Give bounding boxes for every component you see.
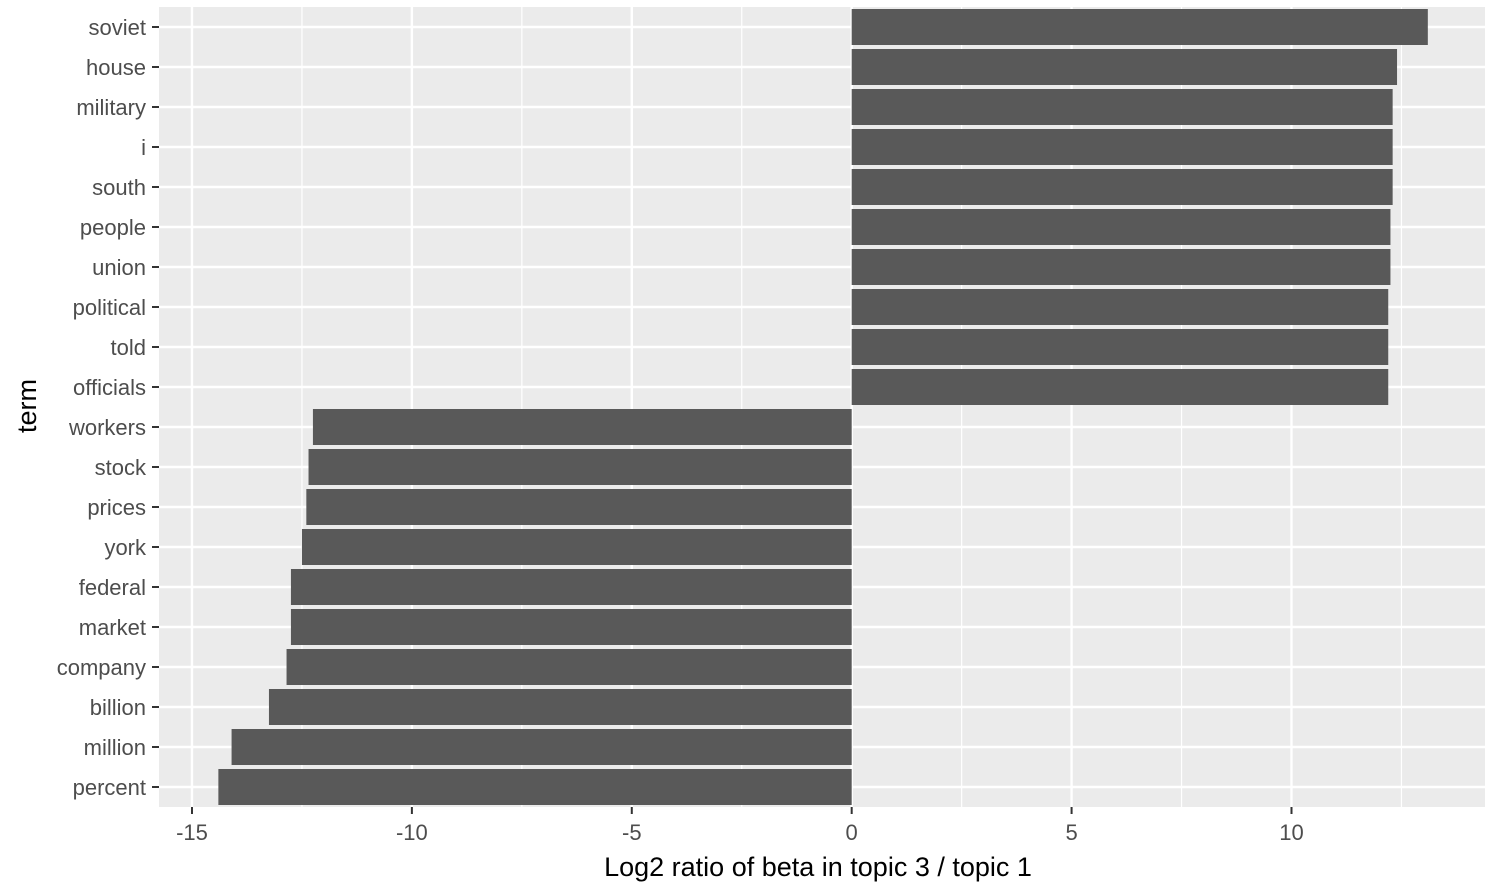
bar: [301, 529, 852, 565]
bar: [851, 49, 1398, 85]
y-axis: soviet house military i south people union poli…: [57, 15, 159, 800]
bar: [851, 329, 1389, 365]
bar: [308, 449, 852, 485]
x-tick-label: 10: [1279, 820, 1303, 845]
x-tick-label: -10: [396, 820, 428, 845]
plot-panel: [159, 7, 1485, 807]
y-tick-label: house: [86, 55, 146, 80]
bar: [218, 769, 852, 805]
y-tick-label: told: [111, 335, 146, 360]
y-tick-label: military: [76, 95, 146, 120]
bar: [268, 689, 852, 725]
y-tick-label: federal: [79, 575, 146, 600]
x-axis-title: Log2 ratio of beta in topic 3 / topic 1: [604, 852, 1032, 882]
x-tick-label: -15: [176, 820, 208, 845]
bar: [290, 569, 852, 605]
bar: [306, 489, 852, 525]
y-tick-label: people: [80, 215, 146, 240]
bar: [851, 289, 1389, 325]
y-tick-label: percent: [73, 775, 146, 800]
y-tick-label: i: [141, 135, 146, 160]
bar: [851, 89, 1393, 125]
bar: [851, 369, 1389, 405]
y-axis-title: term: [12, 379, 42, 433]
y-tick-label: workers: [68, 415, 146, 440]
bar: [231, 729, 852, 765]
x-axis: -15 -10 -5 0 5 10: [176, 807, 1304, 845]
bar: [851, 9, 1428, 45]
y-tick-label: billion: [90, 695, 146, 720]
bars: [218, 9, 1428, 805]
y-tick-label: south: [92, 175, 146, 200]
x-tick-label: 5: [1065, 820, 1077, 845]
bar: [851, 169, 1393, 205]
bar: [851, 129, 1393, 165]
bar: [851, 249, 1391, 285]
bar: [290, 609, 852, 645]
y-tick-label: political: [73, 295, 146, 320]
x-tick-label: -5: [622, 820, 642, 845]
bar: [312, 409, 852, 445]
y-tick-label: company: [57, 655, 146, 680]
y-tick-label: million: [84, 735, 146, 760]
y-tick-label: officials: [73, 375, 146, 400]
y-tick-label: soviet: [89, 15, 146, 40]
y-tick-label: union: [92, 255, 146, 280]
y-tick-label: stock: [95, 455, 147, 480]
bar: [851, 209, 1391, 245]
y-tick-label: york: [104, 535, 147, 560]
x-tick-label: 0: [846, 820, 858, 845]
y-tick-label: market: [79, 615, 146, 640]
y-tick-label: prices: [87, 495, 146, 520]
bar: [286, 649, 852, 685]
